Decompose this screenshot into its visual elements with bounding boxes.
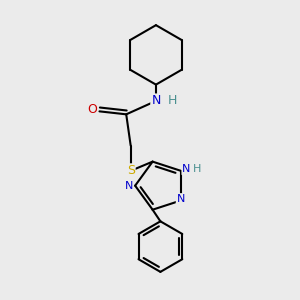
Text: H: H [168, 94, 177, 107]
Text: N: N [124, 181, 133, 191]
Text: H: H [193, 164, 201, 174]
Text: N: N [177, 194, 185, 204]
Text: N: N [151, 94, 160, 107]
Text: S: S [127, 164, 135, 177]
Text: N: N [182, 164, 191, 174]
Text: O: O [87, 103, 97, 116]
